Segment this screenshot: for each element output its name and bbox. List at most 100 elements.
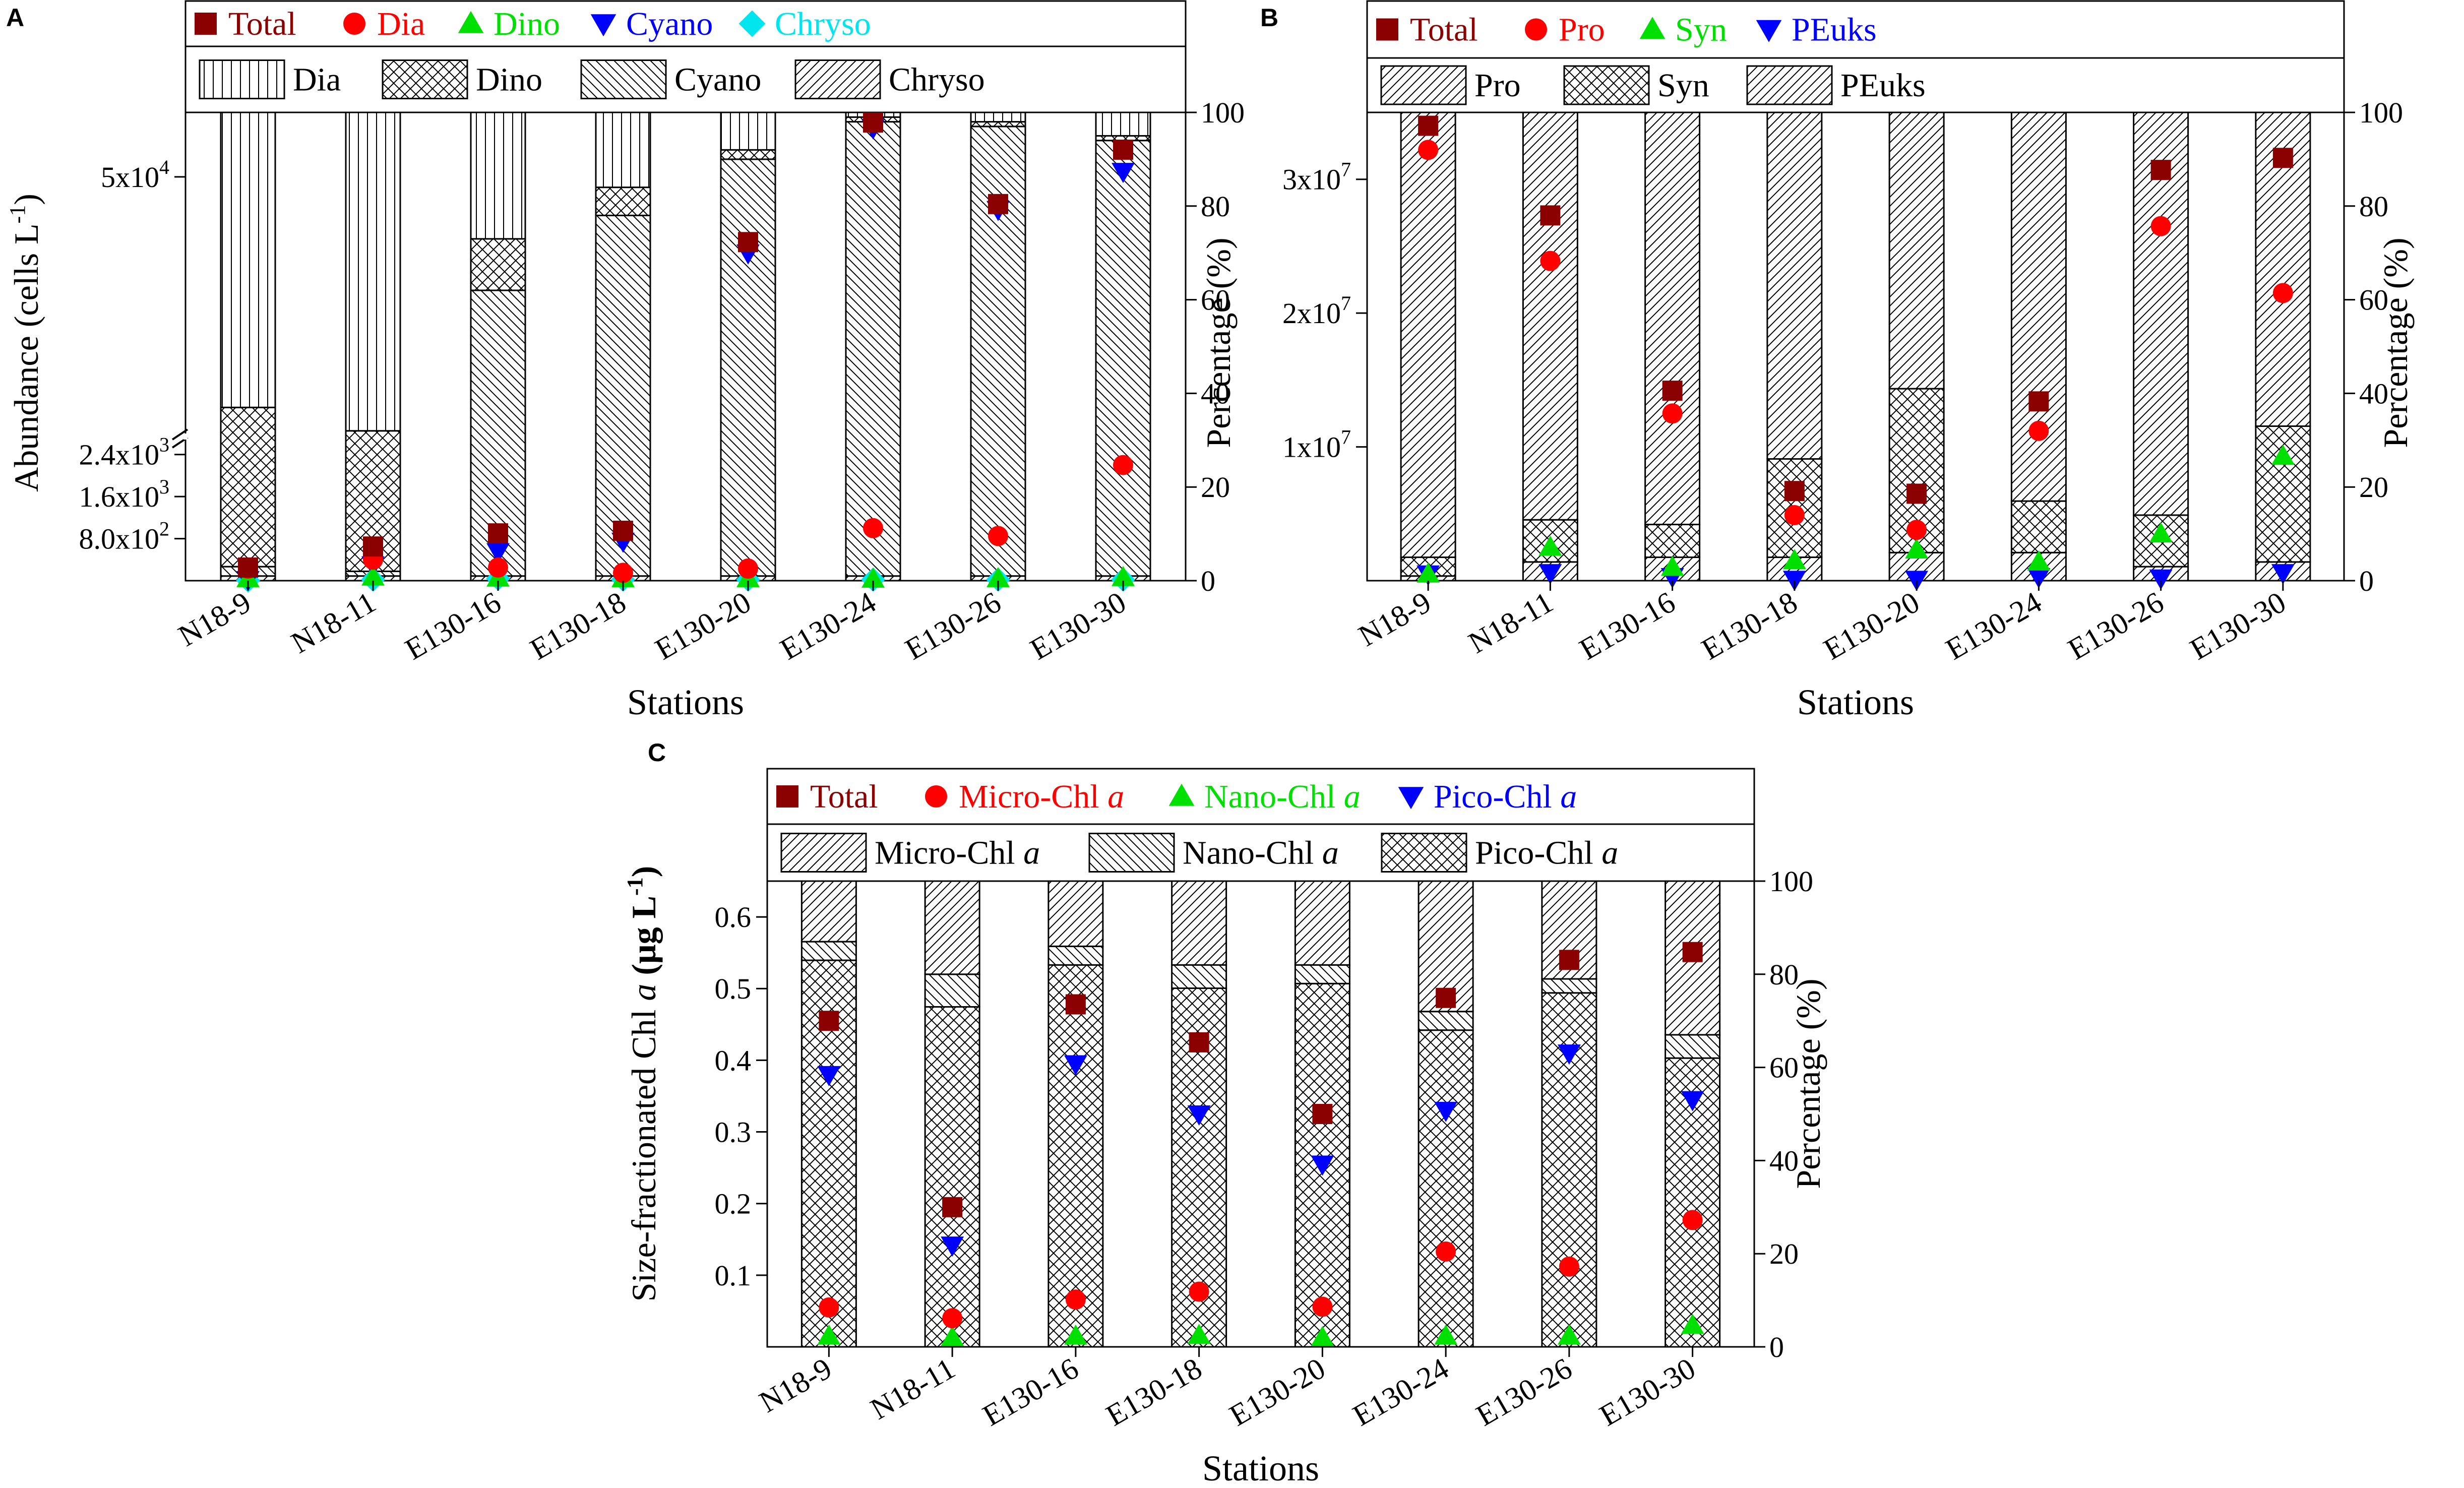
pa-bar-e130-26-cyano xyxy=(970,126,1026,577)
pc-point-micro-chl-a-e130-20 xyxy=(1312,1296,1333,1317)
pb-point-total-e130-20 xyxy=(1906,483,1927,504)
pc-x-label-e130-24: E130-24 xyxy=(1347,1351,1454,1432)
pa-point-dia-e130-30 xyxy=(1113,455,1133,475)
pa-plot-frame xyxy=(184,111,1187,582)
pa-point-total-e130-18 xyxy=(613,520,633,541)
panel-letter-b: B xyxy=(1260,4,1278,32)
pb-bar-e130-16-syn xyxy=(1644,524,1701,559)
pb-x-label-e130-24: E130-24 xyxy=(1940,585,2047,666)
pb-left-tick-label-1: 2x107 xyxy=(1282,292,1351,330)
pa-point-dia-e130-26 xyxy=(988,526,1008,546)
pc-legend-bar-label-pico-chl-a: Pico-Chl a xyxy=(1475,835,1618,872)
pb-left-tick-label-2: 3x107 xyxy=(1282,158,1351,196)
pc-point-micro-chl-a-e130-16 xyxy=(1065,1289,1086,1310)
pa-point-total-e130-20 xyxy=(738,232,758,253)
pa-point-total-e130-26 xyxy=(988,194,1008,214)
panel-letter-c: C xyxy=(648,738,666,767)
pb-right-tick-label-40: 40 xyxy=(2359,377,2388,410)
pc-bar-e130-20-nano-chl-a xyxy=(1294,964,1350,984)
pc-marker-legend xyxy=(766,768,1755,825)
pc-point-nano-chl-a-n18-9 xyxy=(817,1324,841,1345)
pc-legend-swatch-pico-chl-a xyxy=(1381,833,1467,873)
pc-legend-swatch-nano-chl-a xyxy=(1088,833,1175,873)
pc-point-nano-chl-a-e130-20 xyxy=(1311,1326,1334,1346)
pa-point-dino-e130-24 xyxy=(861,567,885,588)
pc-legend-bar-label-micro-chl-a: Micro-Chl a xyxy=(875,835,1040,872)
pa-legend-marker-dino xyxy=(458,11,484,33)
pa-right-tick-label-20: 20 xyxy=(1201,471,1230,504)
pb-point-syn-n18-11 xyxy=(1538,535,1562,556)
pc-right-tick-label-40: 40 xyxy=(1769,1144,1799,1177)
pc-legend-label-nano-chl-a: Nano-Chl a xyxy=(1204,778,1361,815)
pc-right-axis-title: Percentage (%) xyxy=(1789,978,1827,1189)
pc-point-total-e130-16 xyxy=(1065,994,1086,1015)
pa-point-cyano-e130-16 xyxy=(486,543,510,564)
pc-plot-frame xyxy=(766,880,1755,1348)
pc-point-nano-chl-a-e130-30 xyxy=(1681,1314,1704,1334)
pa-legend-swatch-cyano xyxy=(580,59,667,99)
pa-legend-label-dino: Dino xyxy=(494,6,560,42)
pb-legend-bar-label-syn: Syn xyxy=(1657,67,1709,104)
pb-right-tick-label-20: 20 xyxy=(2359,471,2388,504)
pb-x-label-e130-30: E130-30 xyxy=(2184,585,2291,666)
pc-bar-n18-9-nano-chl-a xyxy=(800,941,857,961)
pa-bar-n18-9-dino xyxy=(220,406,276,568)
pc-bar-e130-16-pico-chl-a xyxy=(1048,964,1104,1348)
pb-legend-label-pro: Pro xyxy=(1559,12,1605,48)
pa-legend-bar-label-cyano: Cyano xyxy=(674,61,761,98)
pb-point-peuks-n18-11 xyxy=(1538,564,1562,585)
pb-point-total-e130-24 xyxy=(2028,391,2049,412)
pc-point-total-e130-30 xyxy=(1682,942,1703,962)
pb-legend-label-peuks: PEuks xyxy=(1792,12,1877,48)
pc-point-total-n18-11 xyxy=(942,1197,963,1217)
pc-right-tick-label-0: 0 xyxy=(1769,1331,1784,1363)
pb-point-pro-e130-24 xyxy=(2028,420,2049,441)
pc-bar-e130-18-nano-chl-a xyxy=(1171,964,1227,989)
pb-legend-marker-peuks xyxy=(1756,20,1782,42)
pa-legend-bar-label-dino: Dino xyxy=(476,61,542,98)
pa-point-dia-e130-20 xyxy=(738,559,758,579)
pb-point-peuks-e130-30 xyxy=(2271,564,2295,585)
pb-right-axis-title: Percentage (%) xyxy=(2376,237,2415,448)
pa-right-tick-label-80: 80 xyxy=(1201,190,1230,223)
pb-legend-swatch-peuks xyxy=(1746,65,1833,105)
pb-point-pro-e130-20 xyxy=(1906,520,1927,540)
pa-x-label-n18-9: N18-9 xyxy=(173,585,257,653)
pb-point-syn-n18-9 xyxy=(1416,562,1440,583)
pc-legend-marker-total xyxy=(776,785,798,808)
pb-x-label-n18-9: N18-9 xyxy=(1353,585,1437,653)
pc-point-total-e130-18 xyxy=(1189,1032,1209,1052)
pa-legend-marker-total xyxy=(195,13,217,35)
pc-point-pico-chl-a-e130-30 xyxy=(1681,1091,1704,1111)
pb-right-tick-label-80: 80 xyxy=(2359,190,2388,223)
pb-point-total-e130-30 xyxy=(2272,148,2293,168)
pc-point-micro-chl-a-e130-26 xyxy=(1559,1256,1579,1277)
pb-point-pro-e130-18 xyxy=(1784,505,1805,525)
pa-x-label-e130-26: E130-26 xyxy=(900,585,1007,666)
pc-point-pico-chl-a-e130-20 xyxy=(1311,1155,1334,1176)
pa-bar-e130-30-cyano xyxy=(1095,140,1151,577)
pb-bar-e130-20-pro xyxy=(1888,111,1945,390)
pb-point-peuks-e130-26 xyxy=(2149,569,2173,590)
pa-point-total-e130-30 xyxy=(1113,139,1133,160)
pc-right-tick-label-60: 60 xyxy=(1769,1051,1799,1084)
pa-point-dino-n18-11 xyxy=(361,565,385,586)
pa-x-label-n18-11: N18-11 xyxy=(286,585,382,660)
pa-right-tick-label-0: 0 xyxy=(1201,565,1215,597)
pb-bar-e130-16-pro xyxy=(1644,111,1701,526)
pb-point-pro-n18-11 xyxy=(1540,251,1561,271)
pa-bar-e130-16-dino xyxy=(470,238,526,291)
pc-bar-e130-18-micro-chl-a xyxy=(1171,880,1227,966)
pa-bar-e130-30-dia xyxy=(1095,111,1151,137)
pc-left-tick-label-5: 0.6 xyxy=(715,901,752,934)
pb-point-pro-e130-16 xyxy=(1662,403,1683,424)
pc-left-tick-label-3: 0.4 xyxy=(715,1044,752,1077)
pc-x-axis-title: Stations xyxy=(1202,1448,1319,1488)
pc-left-tick-label-2: 0.3 xyxy=(715,1116,752,1149)
pc-legend-marker-micro-chl-a xyxy=(925,785,947,808)
pc-point-micro-chl-a-e130-24 xyxy=(1436,1241,1456,1262)
pc-point-total-e130-24 xyxy=(1436,987,1456,1008)
pa-legend-label-chryso: Chryso xyxy=(775,6,871,42)
pa-bar-legend xyxy=(184,45,1187,113)
